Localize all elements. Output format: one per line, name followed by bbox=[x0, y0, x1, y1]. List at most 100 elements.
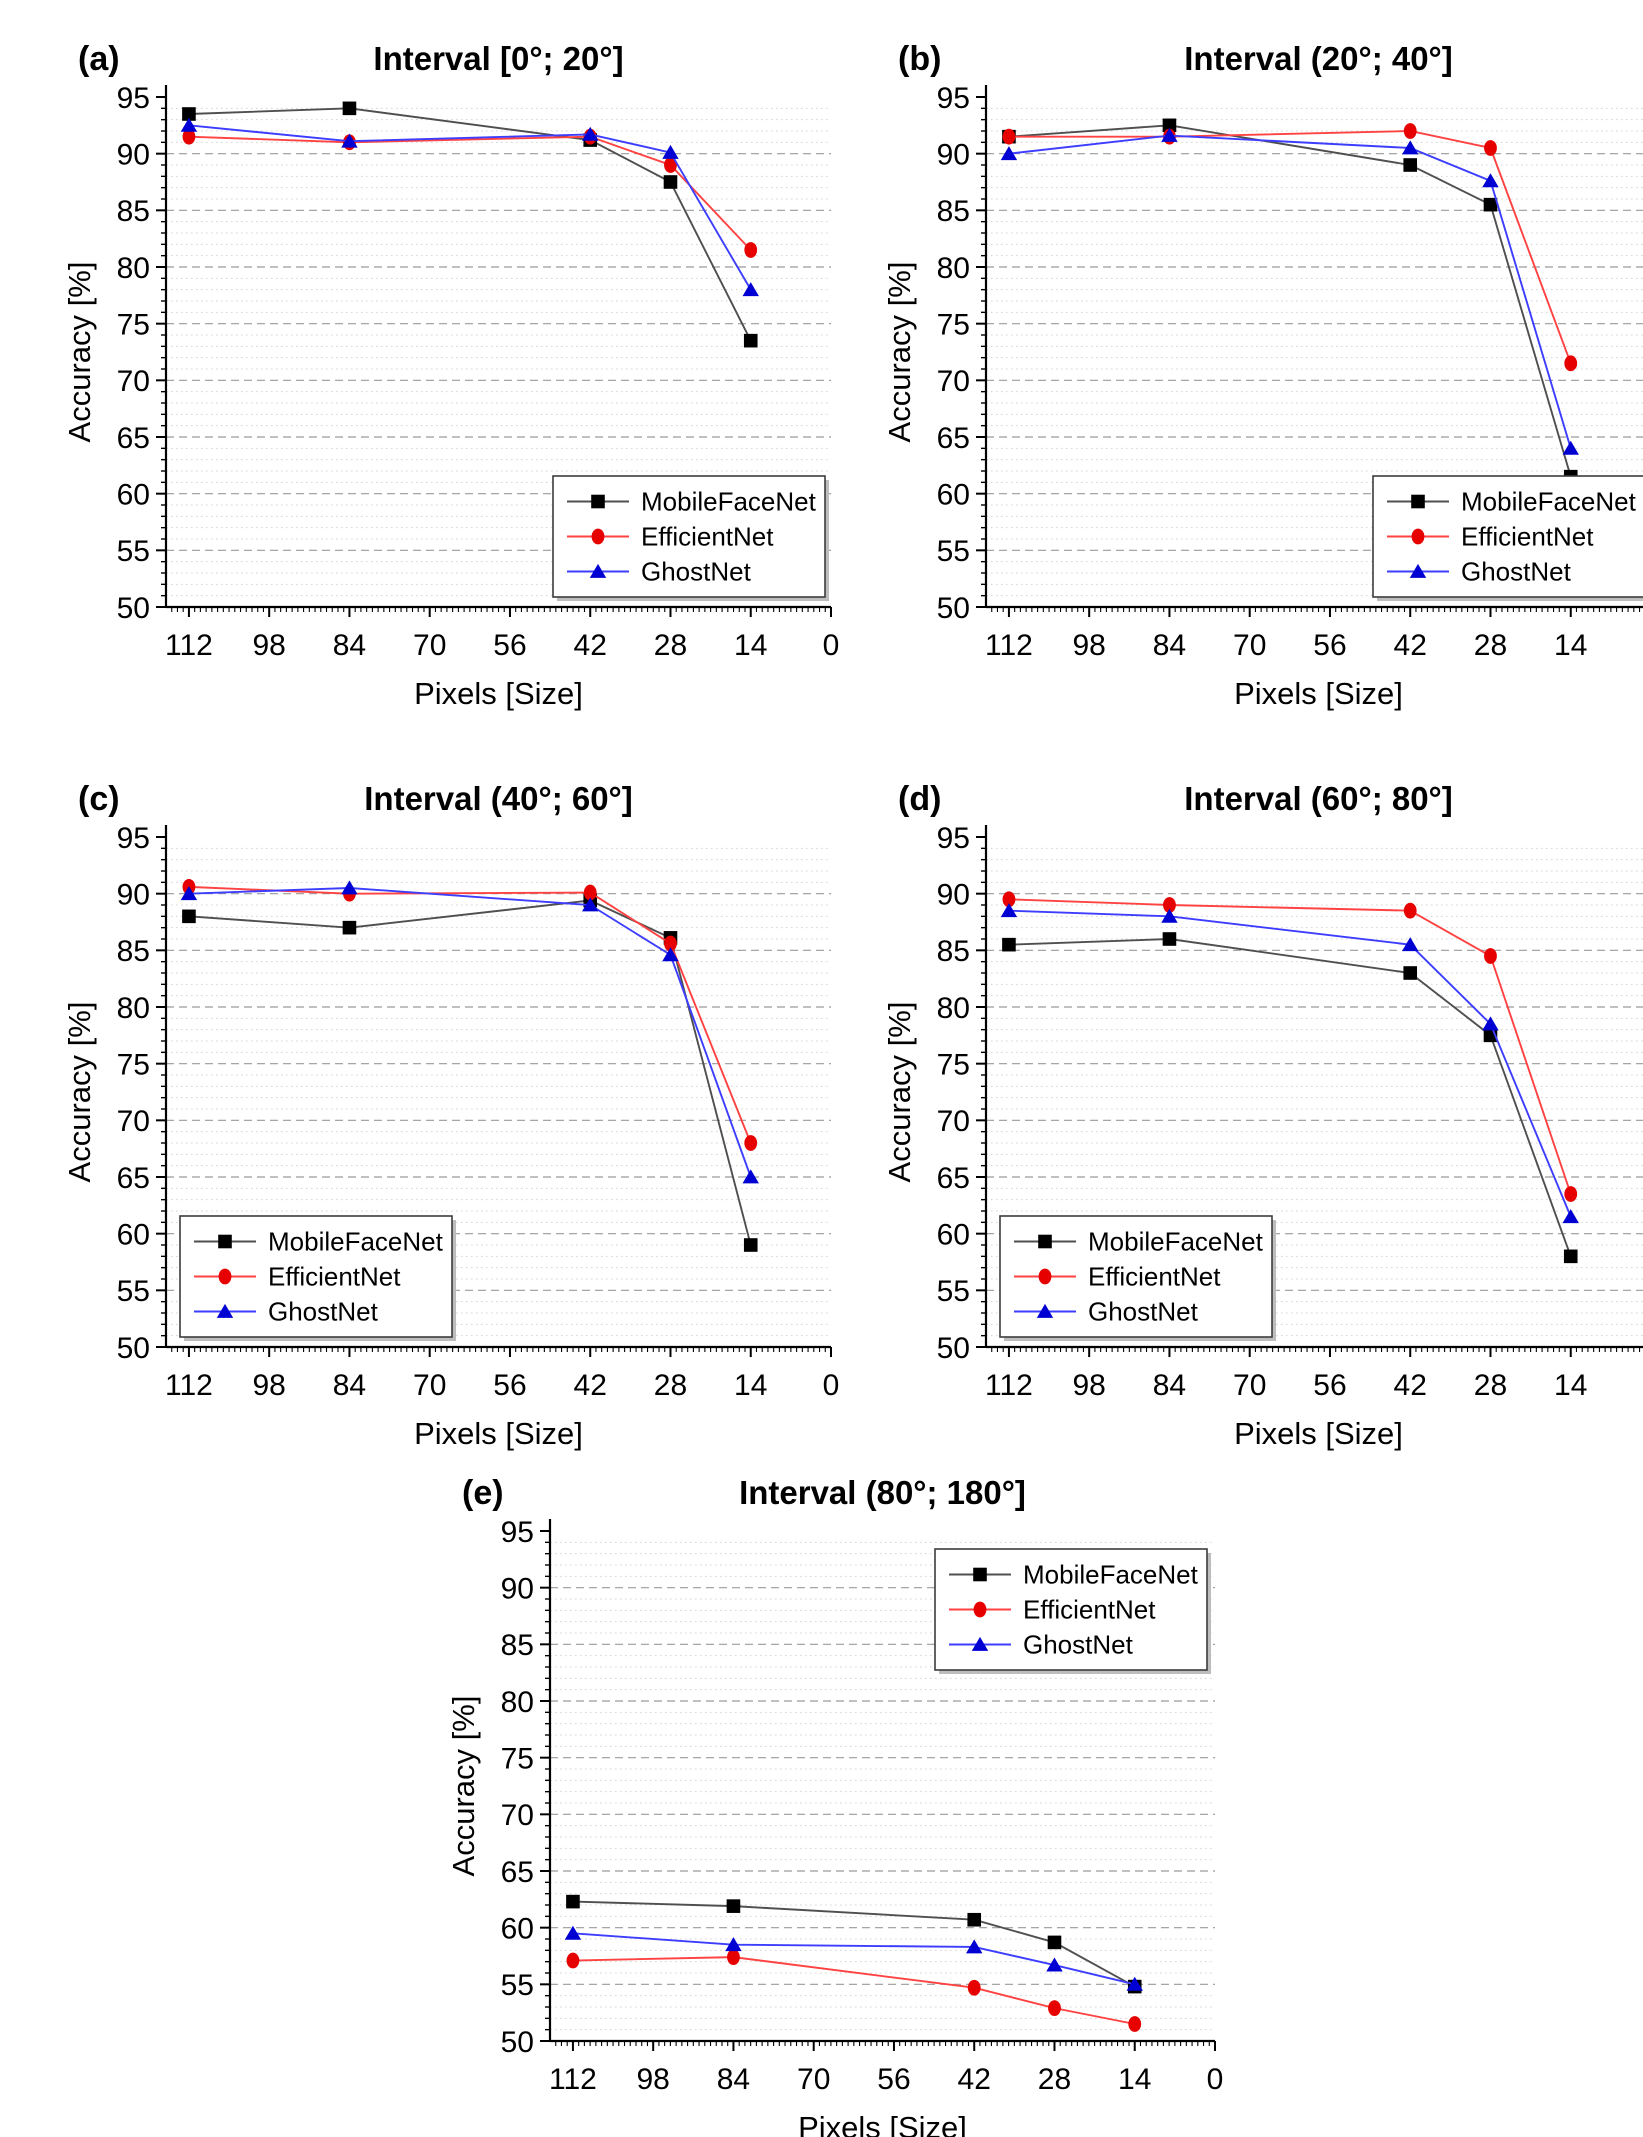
data-point-marker bbox=[1482, 173, 1499, 188]
data-point-marker bbox=[966, 1939, 983, 1954]
x-tick-label: 14 bbox=[734, 1369, 767, 1402]
y-tick-label: 85 bbox=[117, 195, 150, 228]
data-point-marker bbox=[971, 1636, 989, 1651]
data-point-marker bbox=[1562, 1209, 1579, 1224]
data-point-marker bbox=[967, 1912, 982, 1927]
legend-label: GhostNet bbox=[1088, 1296, 1199, 1326]
legend-label: MobileFaceNet bbox=[268, 1226, 444, 1256]
data-point-marker bbox=[1002, 128, 1016, 145]
data-point-marker bbox=[1046, 1957, 1063, 1972]
y-tick-label: 90 bbox=[117, 878, 150, 911]
data-point-marker bbox=[1162, 932, 1177, 946]
chart-svg-a: 50 55 60 65 70 75 80 85 90 95 112 98 84 70 56 42 28 14 0 Mo… bbox=[62, 40, 839, 711]
data-point-marker bbox=[664, 935, 677, 952]
data-point-marker bbox=[1403, 966, 1418, 980]
y-tick-label: 50 bbox=[937, 592, 970, 625]
legend-label: EfficientNet bbox=[1461, 521, 1594, 551]
y-tick-label: 95 bbox=[937, 82, 970, 115]
data-point-marker bbox=[216, 1303, 234, 1318]
legend-label: EfficientNet bbox=[268, 1261, 401, 1291]
data-point-marker bbox=[1564, 1186, 1578, 1202]
x-axis-label: Pixels [Size] bbox=[414, 1416, 583, 1451]
y-tick-label: 95 bbox=[117, 82, 150, 115]
data-point-marker bbox=[1000, 903, 1018, 918]
y-tick-label: 55 bbox=[937, 1275, 970, 1308]
series-line bbox=[188, 124, 752, 291]
data-point-marker bbox=[180, 886, 198, 901]
y-tick-label: 70 bbox=[937, 1105, 970, 1138]
legend-label: GhostNet bbox=[1023, 1629, 1134, 1659]
data-point-marker bbox=[1483, 197, 1498, 212]
y-tick-label: 75 bbox=[937, 1048, 970, 1081]
legend-label: MobileFaceNet bbox=[641, 486, 817, 516]
data-point-marker bbox=[182, 107, 196, 121]
series-line bbox=[1008, 130, 1572, 364]
y-tick-label: 65 bbox=[937, 422, 970, 455]
y-tick-label: 80 bbox=[501, 1686, 534, 1719]
data-point-marker bbox=[1048, 2000, 1061, 2017]
x-tick-label: 98 bbox=[1073, 629, 1106, 662]
x-tick-label: 112 bbox=[985, 629, 1033, 662]
panel-label: (a) bbox=[78, 40, 120, 78]
data-point-marker bbox=[583, 884, 597, 901]
data-point-marker bbox=[341, 880, 358, 895]
data-point-marker bbox=[727, 1949, 740, 1966]
y-tick-label: 90 bbox=[501, 1572, 534, 1605]
data-point-marker bbox=[725, 1937, 742, 1952]
y-tick-label: 90 bbox=[937, 878, 970, 911]
panel-label: (c) bbox=[78, 780, 120, 818]
data-point-marker bbox=[182, 128, 196, 145]
x-tick-label: 84 bbox=[333, 1369, 366, 1402]
data-point-marker bbox=[180, 117, 198, 132]
series-ghostnet bbox=[1000, 903, 1579, 1224]
y-tick-label: 75 bbox=[117, 1048, 150, 1081]
y-tick-label: 95 bbox=[937, 822, 970, 855]
y-axis-label: Accuracy [%] bbox=[882, 1002, 917, 1183]
x-tick-label: 98 bbox=[253, 629, 286, 662]
x-tick-label: 70 bbox=[1233, 629, 1266, 662]
x-tick-label: 14 bbox=[1118, 2063, 1151, 2096]
panel-label: (e) bbox=[462, 1474, 504, 1512]
x-tick-label: 14 bbox=[1554, 629, 1587, 662]
data-point-marker bbox=[1038, 1268, 1052, 1285]
data-point-marker bbox=[1038, 1234, 1052, 1249]
legend-item-ghostnet: GhostNet bbox=[567, 556, 752, 586]
x-tick-label: 84 bbox=[1153, 1369, 1186, 1402]
data-point-marker bbox=[1564, 355, 1578, 372]
data-point-marker bbox=[1409, 563, 1427, 578]
chart-panel-a: 50 55 60 65 70 75 80 85 90 95 112 98 84 70 56 42 28 14 0 Mo… bbox=[56, 22, 856, 722]
y-tick-label: 55 bbox=[117, 535, 150, 568]
chart-panel-e: 50 55 60 65 70 75 80 85 90 95 112 98 84 70 56 42 28 14 0 Mo… bbox=[440, 1456, 1240, 2137]
data-point-marker bbox=[1161, 908, 1178, 923]
y-tick-label: 55 bbox=[937, 535, 970, 568]
x-tick-label: 84 bbox=[333, 629, 366, 662]
y-tick-label: 65 bbox=[117, 422, 150, 455]
x-tick-label: 28 bbox=[1038, 2063, 1071, 2096]
y-axis-label: Accuracy [%] bbox=[446, 1696, 481, 1877]
y-tick-label: 55 bbox=[501, 1969, 534, 2002]
series-ghostnet bbox=[1000, 127, 1579, 455]
x-axis-label: Pixels [Size] bbox=[414, 676, 583, 711]
chart-panel-b: 50556065707580859095112988470564228140Mo… bbox=[876, 22, 1643, 722]
x-axis-label: Pixels [Size] bbox=[1234, 1416, 1403, 1451]
legend: MobileFaceNet EfficientNet GhostNet bbox=[179, 1215, 456, 1341]
data-point-marker bbox=[743, 1238, 758, 1252]
x-axis-label: Pixels [Size] bbox=[798, 2110, 967, 2137]
y-tick-label: 95 bbox=[501, 1516, 534, 1549]
legend-item-efficientnet: EfficientNet bbox=[1387, 521, 1594, 551]
chart-title: Interval (80°; 180°] bbox=[739, 1474, 1026, 1511]
legend-item-efficientnet: EfficientNet bbox=[567, 521, 774, 551]
legend-label: EfficientNet bbox=[1088, 1261, 1221, 1291]
x-tick-label: 42 bbox=[1394, 1369, 1427, 1402]
y-tick-label: 65 bbox=[937, 1162, 970, 1195]
data-point-marker bbox=[582, 897, 599, 912]
y-axis-label: Accuracy [%] bbox=[62, 262, 97, 443]
data-point-marker bbox=[967, 1979, 981, 1996]
x-tick-label: 56 bbox=[493, 629, 526, 662]
y-tick-label: 90 bbox=[937, 138, 970, 171]
y-tick-label: 85 bbox=[937, 935, 970, 968]
y-tick-label: 75 bbox=[501, 1742, 534, 1775]
y-tick-label: 50 bbox=[501, 2026, 534, 2059]
y-axis-label: Accuracy [%] bbox=[882, 262, 917, 443]
legend-label: EfficientNet bbox=[1023, 1594, 1156, 1624]
